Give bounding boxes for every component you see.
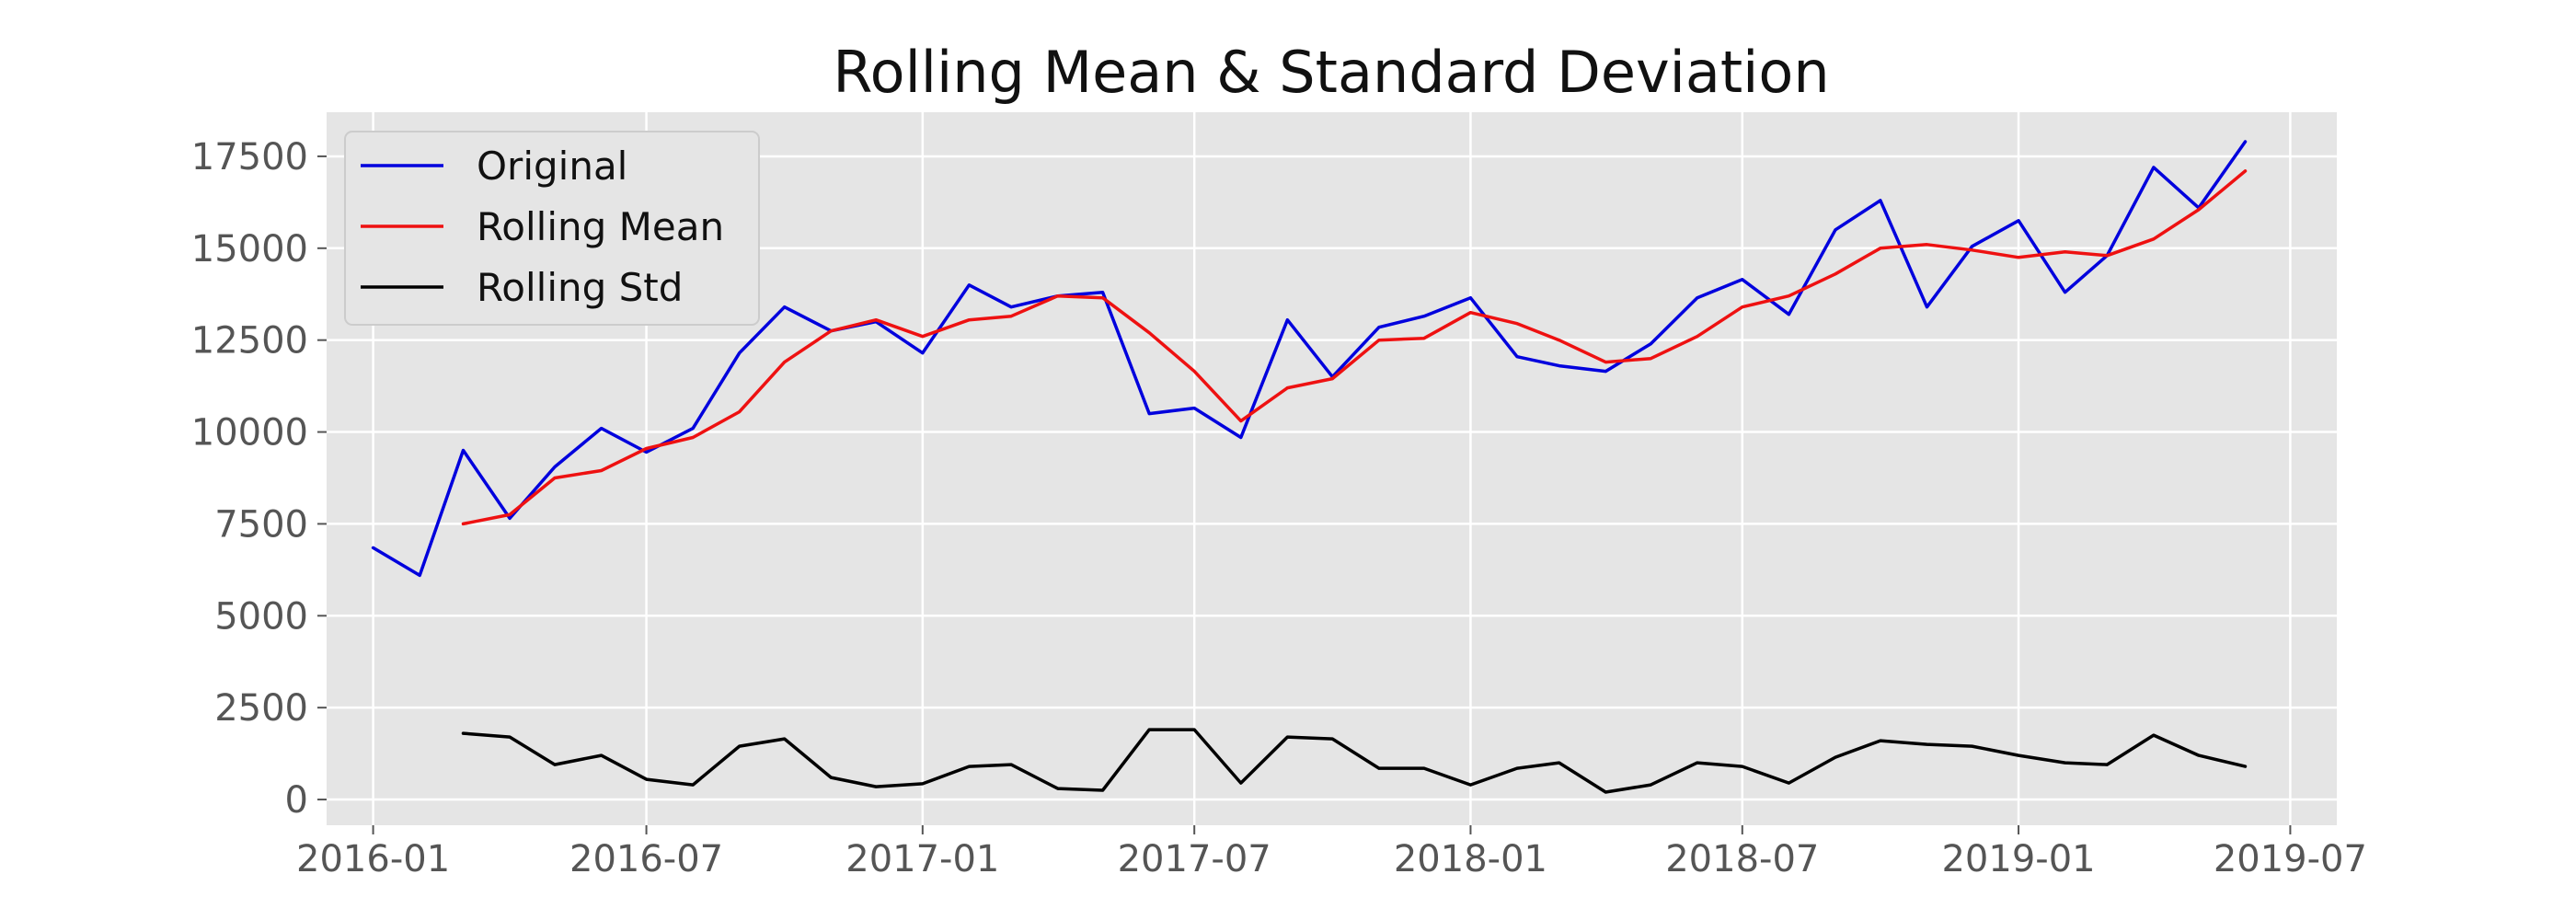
x-tick-label: 2016-07 xyxy=(569,838,723,880)
x-tick-label: 2019-01 xyxy=(1941,838,2095,880)
series-line-original xyxy=(371,140,2248,578)
legend-label-rolling-std: Rolling Std xyxy=(477,265,683,310)
legend-label-original: Original xyxy=(477,144,627,189)
y-tick-label: 2500 xyxy=(214,687,308,730)
y-tick-label: 17500 xyxy=(191,136,308,178)
y-tick-label: 10000 xyxy=(191,412,308,454)
x-axis: 2016-01 2016-07 2017-01 2017-07 2018-01 2018-… xyxy=(296,825,2367,880)
x-tick-label: 2017-07 xyxy=(1118,838,1271,880)
y-tick-label: 5000 xyxy=(214,595,308,638)
series-line-rolling-std xyxy=(461,728,2248,794)
legend: Original Rolling Mean Rolling Std xyxy=(344,131,760,326)
y-tick-label: 7500 xyxy=(214,503,308,546)
x-tick-label: 2017-01 xyxy=(845,838,999,880)
x-tick-label: 2018-01 xyxy=(1394,838,1547,880)
x-grid xyxy=(372,112,2292,825)
chart-title: Rolling Mean & Standard Deviation xyxy=(833,39,1829,106)
x-tick-label: 2018-07 xyxy=(1665,838,1819,880)
y-axis: 0 2500 5000 7500 10000 12500 15000 17500 xyxy=(191,136,327,822)
legend-label-rolling-mean: Rolling Mean xyxy=(477,204,724,249)
x-tick-label: 2019-07 xyxy=(2214,838,2367,880)
y-tick-label: 12500 xyxy=(191,320,308,362)
series-line-rolling-mean xyxy=(461,169,2248,526)
y-tick-label: 0 xyxy=(285,779,308,822)
y-tick-label: 15000 xyxy=(191,228,308,270)
legend-box xyxy=(344,131,760,326)
series-layer xyxy=(371,140,2248,794)
x-tick-label: 2016-01 xyxy=(296,838,450,880)
